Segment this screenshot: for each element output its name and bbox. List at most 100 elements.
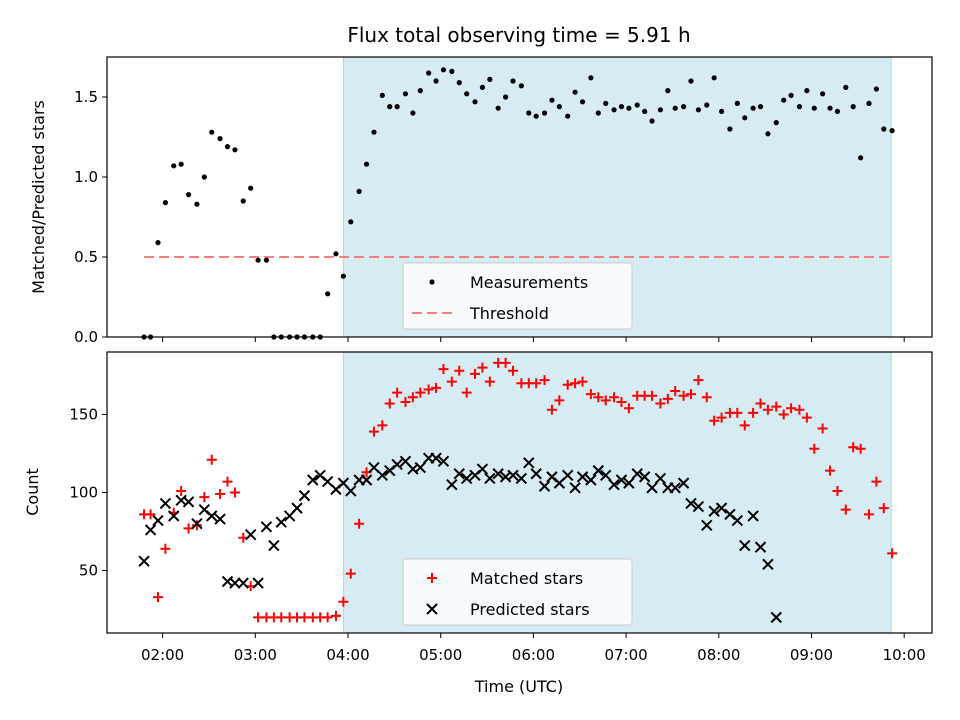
measurement-point bbox=[402, 91, 409, 97]
matched-star-point bbox=[840, 504, 851, 515]
measurement-point bbox=[704, 102, 710, 108]
measurement-point bbox=[588, 75, 594, 81]
matched-star-point bbox=[160, 543, 171, 554]
predicted-star-point bbox=[708, 505, 720, 517]
measurement-point bbox=[333, 251, 339, 257]
measurement-point bbox=[750, 105, 756, 111]
measurement-point bbox=[394, 104, 400, 110]
x-tick-label: 04:00 bbox=[326, 646, 369, 664]
matched-star-point bbox=[484, 376, 495, 387]
measurement-point bbox=[688, 78, 694, 84]
predicted-star-point bbox=[492, 468, 504, 480]
matched-star-point bbox=[616, 396, 627, 407]
matched-star-point bbox=[546, 404, 557, 415]
matched-star-point bbox=[570, 378, 581, 389]
predicted-star-point bbox=[576, 471, 589, 483]
measurement-point bbox=[356, 188, 362, 194]
measurement-point bbox=[217, 136, 223, 142]
predicted-star-point bbox=[692, 500, 705, 513]
measurement-point bbox=[718, 108, 725, 114]
measurement-point bbox=[348, 219, 354, 225]
measurement-point bbox=[866, 100, 872, 106]
measurement-point bbox=[255, 257, 261, 263]
matched-star-point bbox=[593, 392, 604, 403]
predicted-star-point bbox=[677, 477, 690, 489]
predicted-star-point bbox=[631, 468, 643, 480]
measurement-point bbox=[665, 88, 671, 94]
predicted-star-point bbox=[569, 482, 581, 494]
measurement-point bbox=[464, 91, 470, 97]
legend-label: Threshold bbox=[469, 304, 549, 323]
predicted-star-point bbox=[484, 472, 496, 485]
matched-star-point bbox=[199, 492, 210, 503]
measurement-point bbox=[572, 89, 578, 95]
chart-title: Flux total observing time = 5.91 h bbox=[347, 23, 690, 47]
matched-star-point bbox=[678, 390, 689, 401]
measurement-point bbox=[185, 192, 192, 198]
measurement-point bbox=[579, 99, 586, 105]
measurement-point bbox=[626, 105, 632, 111]
measurement-point bbox=[765, 131, 771, 137]
measurement-point bbox=[796, 104, 803, 110]
predicted-star-point bbox=[453, 468, 465, 480]
predicted-star-point bbox=[638, 471, 651, 483]
matched-star-point bbox=[322, 612, 333, 623]
measurement-point bbox=[711, 75, 717, 81]
matched-star-point bbox=[778, 409, 789, 420]
matched-star-point bbox=[377, 420, 388, 431]
measurement-point bbox=[433, 78, 439, 84]
matched-star-point bbox=[609, 392, 620, 403]
matched-star-point bbox=[825, 465, 836, 476]
y-tick-label: 100 bbox=[69, 484, 98, 502]
measurement-point bbox=[472, 99, 478, 105]
count-panel: 50 100 150 02:00 03:00 04:00 05:00 06:00 07:00 08… bbox=[69, 351, 933, 664]
measurement-point bbox=[162, 200, 168, 206]
predicted-star-point bbox=[152, 514, 164, 527]
measurement-point bbox=[502, 94, 509, 100]
y-tick-label: 1.0 bbox=[74, 168, 98, 186]
measurement-point bbox=[194, 201, 200, 207]
measurement-point bbox=[657, 107, 663, 113]
predicted-star-point bbox=[515, 472, 528, 485]
matched-star-point bbox=[215, 489, 226, 500]
measurement-point bbox=[618, 104, 625, 110]
measurement-point bbox=[811, 105, 817, 111]
measurement-point bbox=[858, 155, 864, 161]
predicted-star-point bbox=[168, 510, 180, 522]
y-axis-label-count: Count bbox=[23, 468, 42, 516]
predicted-star-point bbox=[391, 458, 403, 471]
matched-star-point bbox=[670, 386, 681, 397]
axes-frame bbox=[106, 56, 933, 338]
measurement-point bbox=[742, 115, 748, 121]
measurement-point bbox=[827, 105, 833, 111]
measurement-point bbox=[541, 110, 548, 116]
predicted-star-point bbox=[360, 474, 373, 486]
measurement-point bbox=[410, 110, 416, 116]
matched-star-point bbox=[461, 387, 472, 398]
matched-star-point bbox=[176, 485, 187, 496]
legend-label: Predicted stars bbox=[470, 600, 590, 619]
x-tick-label: 03:00 bbox=[234, 646, 277, 664]
x-tick-label: 06:00 bbox=[512, 646, 555, 664]
predicted-star-point bbox=[538, 480, 551, 492]
predicted-star-point bbox=[715, 502, 728, 514]
measurement-point bbox=[634, 102, 640, 108]
predicted-star-point bbox=[754, 541, 767, 553]
predicted-star-point bbox=[244, 528, 257, 541]
legend-box bbox=[402, 558, 633, 626]
measurement-point bbox=[371, 129, 377, 135]
predicted-star-point bbox=[237, 577, 249, 589]
measurement-point bbox=[556, 104, 562, 110]
matched-star-point bbox=[623, 403, 634, 414]
measurement-point bbox=[611, 107, 617, 113]
predicted-star-point bbox=[307, 474, 319, 486]
matched-star-point bbox=[145, 509, 156, 520]
matched-star-point bbox=[739, 420, 750, 431]
matched-star-point bbox=[701, 392, 712, 403]
legend-label: Matched stars bbox=[470, 569, 583, 588]
measurement-point bbox=[672, 105, 678, 111]
predicted-star-point bbox=[159, 497, 172, 510]
matched-star-point bbox=[709, 415, 720, 426]
predicted-star-point bbox=[654, 472, 667, 485]
x-tick-label: 10:00 bbox=[883, 646, 926, 664]
